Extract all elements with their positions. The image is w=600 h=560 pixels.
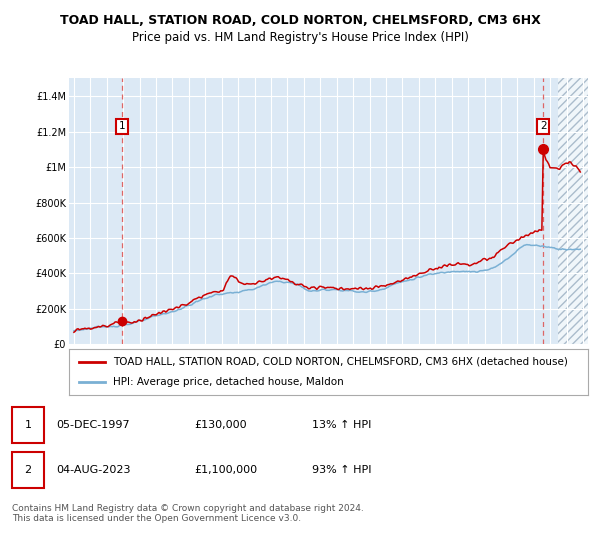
Text: 05-DEC-1997: 05-DEC-1997 (56, 420, 130, 430)
Text: 2: 2 (540, 122, 547, 131)
Text: 2: 2 (25, 465, 32, 475)
Text: £1,100,000: £1,100,000 (194, 465, 257, 475)
Text: 93% ↑ HPI: 93% ↑ HPI (312, 465, 371, 475)
Text: 1: 1 (25, 420, 32, 430)
Text: 13% ↑ HPI: 13% ↑ HPI (312, 420, 371, 430)
Text: 1: 1 (119, 122, 125, 131)
Text: Price paid vs. HM Land Registry's House Price Index (HPI): Price paid vs. HM Land Registry's House … (131, 31, 469, 44)
FancyBboxPatch shape (12, 452, 44, 488)
Text: 04-AUG-2023: 04-AUG-2023 (56, 465, 130, 475)
FancyBboxPatch shape (12, 408, 44, 442)
Text: £130,000: £130,000 (194, 420, 247, 430)
Text: TOAD HALL, STATION ROAD, COLD NORTON, CHELMSFORD, CM3 6HX: TOAD HALL, STATION ROAD, COLD NORTON, CH… (59, 14, 541, 27)
Bar (559, 78, 588, 344)
Bar (559, 78, 588, 344)
Text: TOAD HALL, STATION ROAD, COLD NORTON, CHELMSFORD, CM3 6HX (detached house): TOAD HALL, STATION ROAD, COLD NORTON, CH… (113, 357, 568, 367)
Text: HPI: Average price, detached house, Maldon: HPI: Average price, detached house, Mald… (113, 377, 344, 387)
Text: Contains HM Land Registry data © Crown copyright and database right 2024.
This d: Contains HM Land Registry data © Crown c… (12, 504, 364, 523)
